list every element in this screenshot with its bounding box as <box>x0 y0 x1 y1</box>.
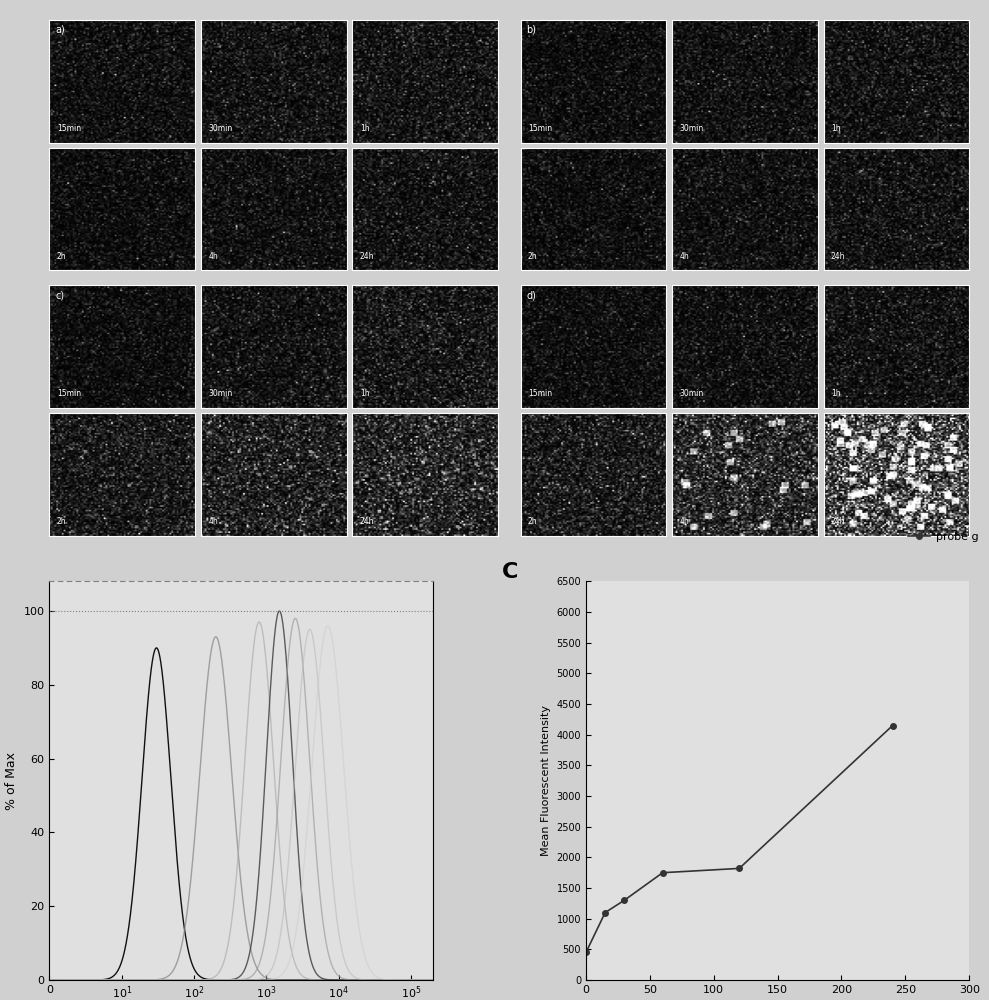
Text: 4h: 4h <box>209 517 218 526</box>
Text: a): a) <box>55 25 65 35</box>
Legend: probe g: probe g <box>904 527 983 546</box>
Text: 24h: 24h <box>831 252 846 261</box>
Text: 30min: 30min <box>679 124 703 133</box>
Text: 4h: 4h <box>679 252 689 261</box>
Text: d): d) <box>526 290 536 300</box>
Text: 24h: 24h <box>360 252 374 261</box>
Text: 2h: 2h <box>56 252 66 261</box>
probe g <box>581 946 592 958</box>
Line: probe g: probe g <box>584 723 895 955</box>
Text: 15min: 15min <box>56 389 81 398</box>
Text: b): b) <box>526 25 536 35</box>
Text: 2h: 2h <box>56 517 66 526</box>
Y-axis label: Mean Fluorescent Intensity: Mean Fluorescent Intensity <box>541 705 551 856</box>
Text: 1h: 1h <box>831 124 841 133</box>
Text: 30min: 30min <box>209 389 232 398</box>
probe g <box>887 720 899 732</box>
Text: C: C <box>501 562 518 582</box>
Text: 15min: 15min <box>56 124 81 133</box>
Text: 15min: 15min <box>528 124 552 133</box>
probe g <box>734 862 746 874</box>
Text: 15min: 15min <box>528 389 552 398</box>
probe g <box>657 867 669 879</box>
Y-axis label: % of Max: % of Max <box>5 752 18 810</box>
probe g <box>599 907 611 919</box>
probe g <box>618 894 630 906</box>
Text: 1h: 1h <box>360 124 369 133</box>
Text: c): c) <box>55 290 64 300</box>
Text: 24h: 24h <box>831 517 846 526</box>
Text: 4h: 4h <box>209 252 218 261</box>
Text: 2h: 2h <box>528 517 537 526</box>
Text: 24h: 24h <box>360 517 374 526</box>
Text: A: A <box>54 25 71 45</box>
Text: 1h: 1h <box>831 389 841 398</box>
Text: 1h: 1h <box>360 389 369 398</box>
Text: 30min: 30min <box>679 389 703 398</box>
Text: 2h: 2h <box>528 252 537 261</box>
Text: 4h: 4h <box>679 517 689 526</box>
Text: 30min: 30min <box>209 124 232 133</box>
